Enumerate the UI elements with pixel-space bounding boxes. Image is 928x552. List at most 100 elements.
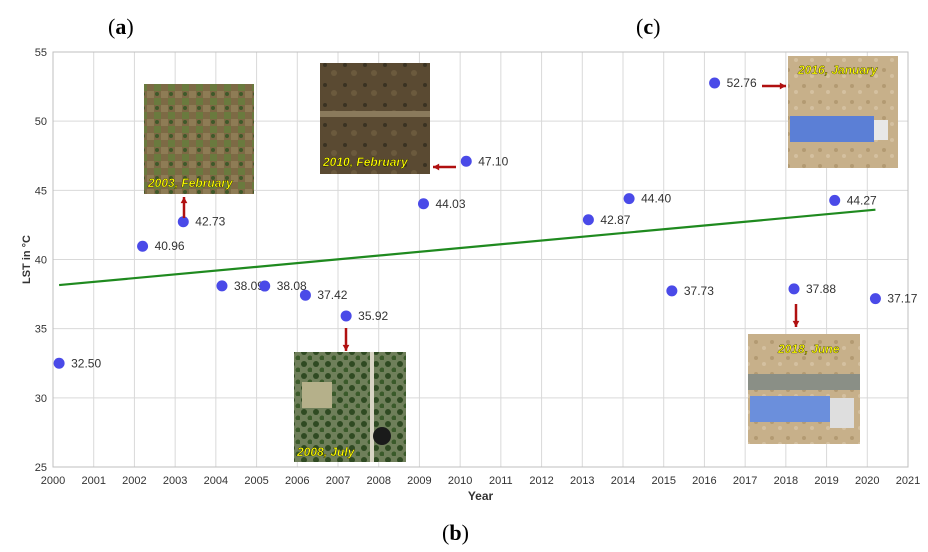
x-tick-label: 2009 <box>407 475 431 487</box>
panel-letter-a: a <box>115 14 127 39</box>
data-point <box>53 357 65 369</box>
satellite-thumbnail: 2016, January <box>788 56 898 168</box>
y-tick-label: 30 <box>35 393 47 405</box>
x-tick-label: 2021 <box>896 475 920 487</box>
satellite-thumbnail: 2003, February <box>144 84 254 194</box>
annotation-arrow <box>792 304 800 327</box>
satellite-thumbnail: 2018, June <box>748 334 860 444</box>
x-axis-label: Year <box>468 489 494 503</box>
x-tick-label: 2007 <box>326 475 350 487</box>
data-label: 44.40 <box>641 192 671 206</box>
x-tick-label: 2019 <box>814 475 838 487</box>
data-label: 37.88 <box>806 282 836 296</box>
y-tick-label: 40 <box>35 255 47 267</box>
x-tick-label: 2010 <box>448 475 472 487</box>
data-label: 52.76 <box>727 76 757 90</box>
x-tick-label: 2008 <box>366 475 390 487</box>
y-tick-label: 55 <box>35 47 47 59</box>
annotation-arrows <box>180 82 800 351</box>
x-tick-label: 2006 <box>285 475 309 487</box>
data-label: 42.73 <box>195 215 225 229</box>
y-tick-label: 50 <box>35 116 47 128</box>
data-label: 35.92 <box>358 309 388 323</box>
data-label: 44.03 <box>436 197 466 211</box>
data-point <box>666 285 678 297</box>
x-tick-label: 2001 <box>81 475 105 487</box>
data-label: 37.73 <box>684 284 714 298</box>
thumbnail-image <box>788 56 898 168</box>
x-tick-label: 2013 <box>570 475 594 487</box>
data-point <box>216 280 228 292</box>
data-point <box>340 310 352 322</box>
annotation-arrow <box>762 82 786 90</box>
thumbnail-image <box>144 84 254 194</box>
x-tick-label: 2002 <box>122 475 146 487</box>
thumbnail-caption: 2008, July <box>296 445 356 459</box>
thumbnail-caption: 2010, February <box>322 155 409 169</box>
annotation-arrow <box>180 197 188 218</box>
data-label: 44.27 <box>847 193 877 207</box>
data-point <box>259 280 271 292</box>
data-points: 32.50 40.96 42.73 38.09 38.08 37.42 35.92 44.03… <box>53 76 918 370</box>
data-point <box>788 283 800 295</box>
data-label: 32.50 <box>71 356 101 370</box>
building-roof <box>790 116 874 142</box>
road-strip <box>370 352 374 462</box>
y-tick-label: 25 <box>35 462 47 474</box>
panel-letter-c: c <box>643 14 654 39</box>
data-point <box>829 194 841 206</box>
arrow-head <box>792 320 800 327</box>
trend-layer <box>59 208 876 287</box>
thumbnail-caption: 2003, February <box>147 176 234 190</box>
y-axis-label: LST in °C <box>21 235 33 284</box>
x-tick-label: 2012 <box>529 475 553 487</box>
terrain-strip <box>748 374 860 390</box>
data-point <box>869 293 881 305</box>
trend-line <box>59 208 876 287</box>
data-point <box>460 155 472 167</box>
annotation-arrow <box>433 163 456 171</box>
data-label: 47.10 <box>478 154 508 168</box>
data-label: 37.42 <box>317 288 347 302</box>
plot-frame <box>52 51 909 468</box>
thumbnail-image <box>320 63 430 174</box>
field-patch <box>302 382 332 408</box>
x-tick-label: 2005 <box>244 475 268 487</box>
building-side <box>874 120 888 140</box>
x-tick-label: 2003 <box>163 475 187 487</box>
data-label: 42.87 <box>600 213 630 227</box>
arrow-head <box>180 197 188 204</box>
data-point <box>177 216 189 228</box>
x-tick-label: 2017 <box>733 475 757 487</box>
pond-shape <box>373 427 391 445</box>
x-tick-label: 2018 <box>774 475 798 487</box>
data-label: 40.96 <box>155 239 185 253</box>
data-point <box>709 77 721 89</box>
road-strip <box>320 111 430 117</box>
building-roof <box>750 396 830 422</box>
panel-letter-b: b <box>449 520 462 545</box>
data-point <box>299 289 311 301</box>
arrow-head <box>433 163 440 171</box>
thumbnail-caption: 2016, January <box>797 63 879 77</box>
axes: 2000 2001 2002 2003 2004 2005 2006 2007 2008 2009… <box>21 47 920 503</box>
y-tick-label: 45 <box>35 185 47 197</box>
satellite-thumbnail: 2008, July <box>294 352 406 462</box>
x-tick-label: 2020 <box>855 475 879 487</box>
y-tick-label: 35 <box>35 324 47 336</box>
building-side <box>830 398 854 428</box>
satellite-thumbnails: 2003, February 2010, February 2008, July 20… <box>144 56 898 462</box>
data-point <box>137 240 149 252</box>
arrow-head <box>779 82 786 90</box>
panel-label-b: (b) <box>442 520 469 545</box>
data-point <box>582 214 594 226</box>
x-tick-label: 2015 <box>651 475 675 487</box>
thumbnail-caption: 2018, June <box>777 342 840 356</box>
annotation-arrow <box>342 328 350 351</box>
x-tick-label: 2016 <box>692 475 716 487</box>
data-label: 38.08 <box>277 279 307 293</box>
data-point <box>418 198 429 210</box>
x-tick-label: 2004 <box>204 475 228 487</box>
x-tick-label: 2000 <box>41 475 65 487</box>
